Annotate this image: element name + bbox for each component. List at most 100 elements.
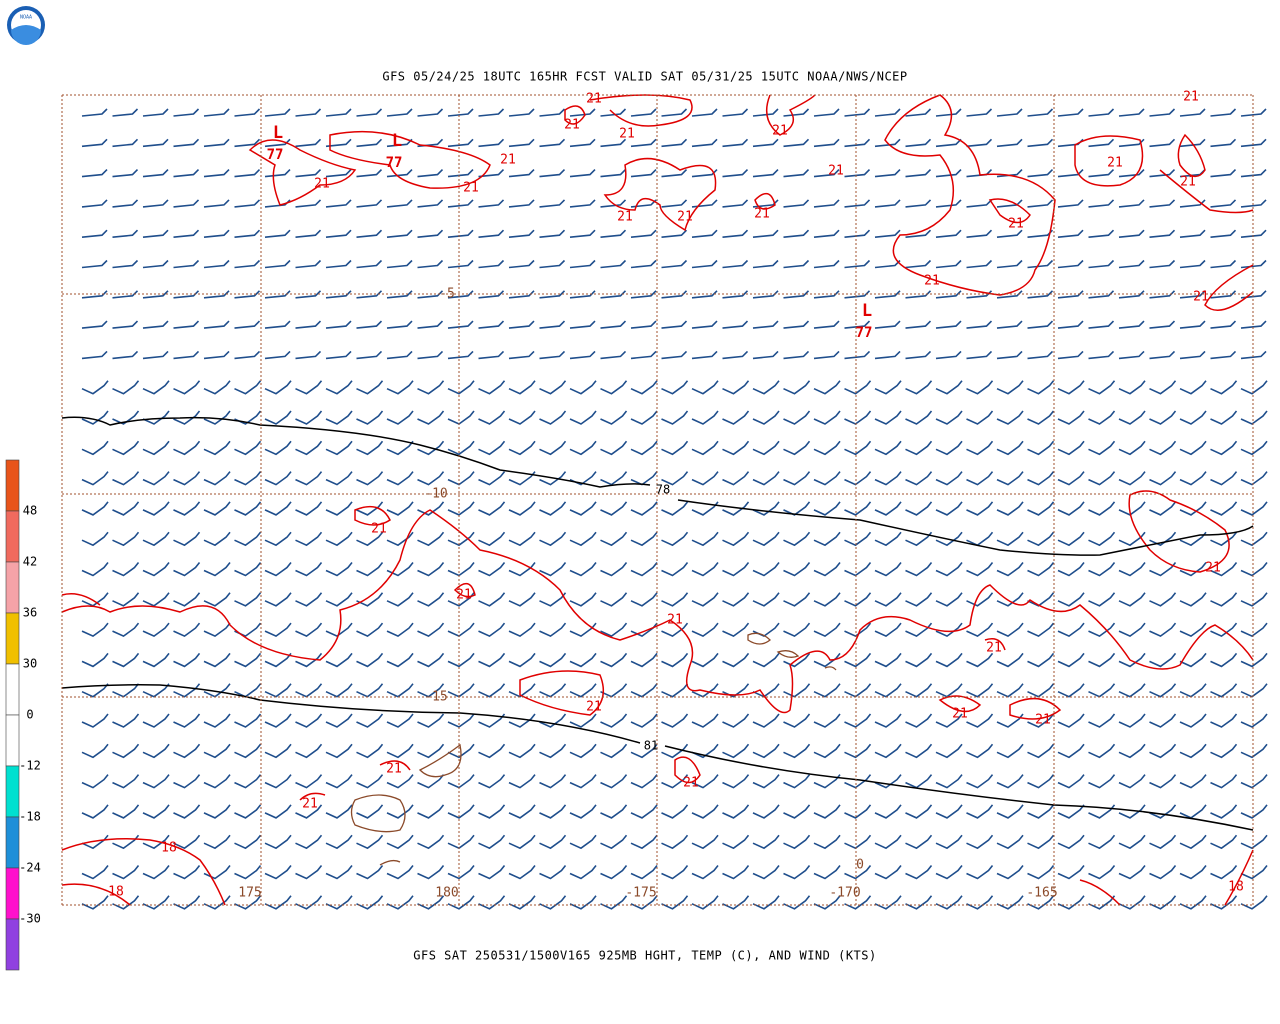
wind-barb <box>600 350 627 360</box>
wind-barb <box>691 622 719 638</box>
wind-barb <box>478 895 506 910</box>
wind-barb <box>112 531 140 547</box>
wind-barb <box>996 440 1024 456</box>
wind-barb <box>447 440 475 456</box>
wind-barb <box>508 592 536 607</box>
wind-barb <box>874 290 901 299</box>
wind-barb <box>600 774 628 789</box>
wind-barb <box>1179 774 1207 789</box>
wind-barb <box>508 895 536 910</box>
wind-barb <box>752 652 780 668</box>
wind-barb <box>966 743 994 759</box>
wind-barb <box>569 865 597 880</box>
wind-barb <box>386 320 413 329</box>
wind-barb <box>478 592 506 607</box>
wind-barb <box>1149 622 1177 638</box>
wind-barb <box>1240 440 1268 456</box>
wind-barb <box>752 622 780 638</box>
wind-barb <box>386 471 414 486</box>
wind-barb <box>722 471 750 486</box>
wind-barb <box>142 471 170 486</box>
wind-barb <box>752 471 780 486</box>
wind-barb <box>661 410 689 425</box>
wind-barb <box>325 169 352 178</box>
wind-barb <box>569 290 596 299</box>
wind-barb <box>1088 229 1115 238</box>
wind-barb <box>1240 865 1268 880</box>
wind-barb <box>1240 380 1268 395</box>
wind-barb <box>722 290 749 299</box>
wind-barb <box>386 834 414 850</box>
wind-barb <box>874 229 901 238</box>
wind-barb <box>234 471 262 486</box>
wind-barb <box>996 320 1023 329</box>
wind-barb <box>1149 683 1177 698</box>
wind-barb <box>386 290 413 299</box>
wind-barb <box>935 471 963 486</box>
wind-barb <box>1027 471 1055 486</box>
wind-barb <box>905 410 933 425</box>
wind-barb <box>417 350 444 360</box>
wind-barb <box>691 895 719 910</box>
wind-barb <box>386 713 414 728</box>
wind-barb <box>783 410 811 425</box>
wind-barb <box>630 108 657 117</box>
wind-barb <box>1118 774 1146 789</box>
wind-barb <box>264 865 292 880</box>
wind-barb <box>234 804 262 819</box>
wind-barb <box>356 380 384 395</box>
lon-label: -175 <box>625 886 656 901</box>
lat-label: -15 <box>424 690 447 705</box>
wind-barb <box>752 108 779 117</box>
wind-barb <box>996 804 1024 819</box>
wind-barb <box>81 895 109 910</box>
wind-barb <box>1240 350 1267 360</box>
wind-barb <box>1118 562 1146 577</box>
wind-barb <box>752 501 780 516</box>
temp-label: 18 <box>161 841 177 856</box>
wind-barb <box>783 743 811 759</box>
wind-barb <box>844 108 871 117</box>
wind-barb <box>569 350 596 360</box>
wind-barb <box>691 108 718 117</box>
wind-barb <box>508 410 536 425</box>
wind-barb <box>325 804 353 819</box>
wind-barb <box>1118 531 1146 547</box>
wind-barb <box>905 471 933 486</box>
wind-barb <box>386 199 413 208</box>
wind-barb <box>173 531 201 547</box>
wind-barb <box>539 774 567 789</box>
wind-barb <box>752 199 779 208</box>
temp-label: 21 <box>1107 156 1123 171</box>
wind-barb <box>142 743 170 759</box>
wind-barb <box>447 804 475 819</box>
logo-text: NOAA <box>20 15 32 21</box>
wind-barb <box>81 865 109 880</box>
colorbar-segment <box>5 663 20 716</box>
wind-barb <box>1027 290 1054 299</box>
wind-barb <box>1240 743 1268 759</box>
wind-barb <box>539 471 567 486</box>
wind-barb <box>844 380 872 395</box>
wind-barb <box>325 774 353 789</box>
wind-barb <box>905 440 933 456</box>
wind-barb <box>996 290 1023 299</box>
wind-barb <box>112 865 140 880</box>
wind-barb <box>173 350 200 360</box>
wind-barb <box>1027 562 1055 577</box>
wind-barb <box>447 865 475 880</box>
wind-barb <box>691 592 719 607</box>
wind-barb <box>142 290 169 299</box>
wind-barb <box>295 290 322 299</box>
wind-barb <box>783 562 811 577</box>
wind-barb <box>447 380 475 395</box>
wind-barb <box>600 743 628 759</box>
wind-barb <box>630 652 658 668</box>
wind-barb <box>142 865 170 880</box>
wind-barb <box>81 743 109 759</box>
wind-barb <box>356 199 383 208</box>
wind-barb <box>1149 562 1177 577</box>
wind-barb <box>264 320 291 329</box>
wind-barb <box>569 199 596 208</box>
wind-barb <box>1118 440 1146 456</box>
